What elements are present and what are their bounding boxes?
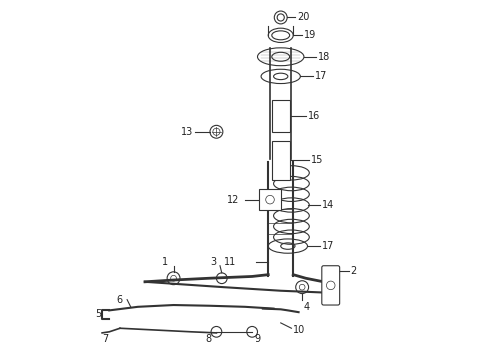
- Text: 17: 17: [322, 241, 334, 251]
- FancyBboxPatch shape: [322, 266, 340, 305]
- Text: 19: 19: [304, 30, 316, 40]
- Text: 17: 17: [315, 71, 327, 81]
- Text: 8: 8: [205, 334, 211, 344]
- Text: 13: 13: [181, 127, 193, 137]
- Text: 7: 7: [102, 334, 108, 344]
- Text: 1: 1: [162, 257, 168, 267]
- Bar: [259, 189, 281, 210]
- Bar: [272, 141, 290, 180]
- Text: 15: 15: [311, 156, 323, 165]
- Text: 16: 16: [308, 111, 320, 121]
- Text: 11: 11: [223, 257, 236, 267]
- Text: 2: 2: [350, 266, 357, 276]
- Text: 3: 3: [210, 257, 217, 267]
- Bar: [272, 100, 290, 132]
- Text: 6: 6: [117, 295, 122, 305]
- Text: 18: 18: [318, 52, 330, 62]
- Text: 12: 12: [227, 195, 240, 204]
- Text: 4: 4: [304, 302, 310, 312]
- Text: 5: 5: [95, 309, 101, 319]
- Text: 10: 10: [293, 325, 305, 335]
- Text: 14: 14: [322, 200, 334, 210]
- Text: 20: 20: [297, 13, 309, 22]
- Text: 9: 9: [254, 334, 260, 344]
